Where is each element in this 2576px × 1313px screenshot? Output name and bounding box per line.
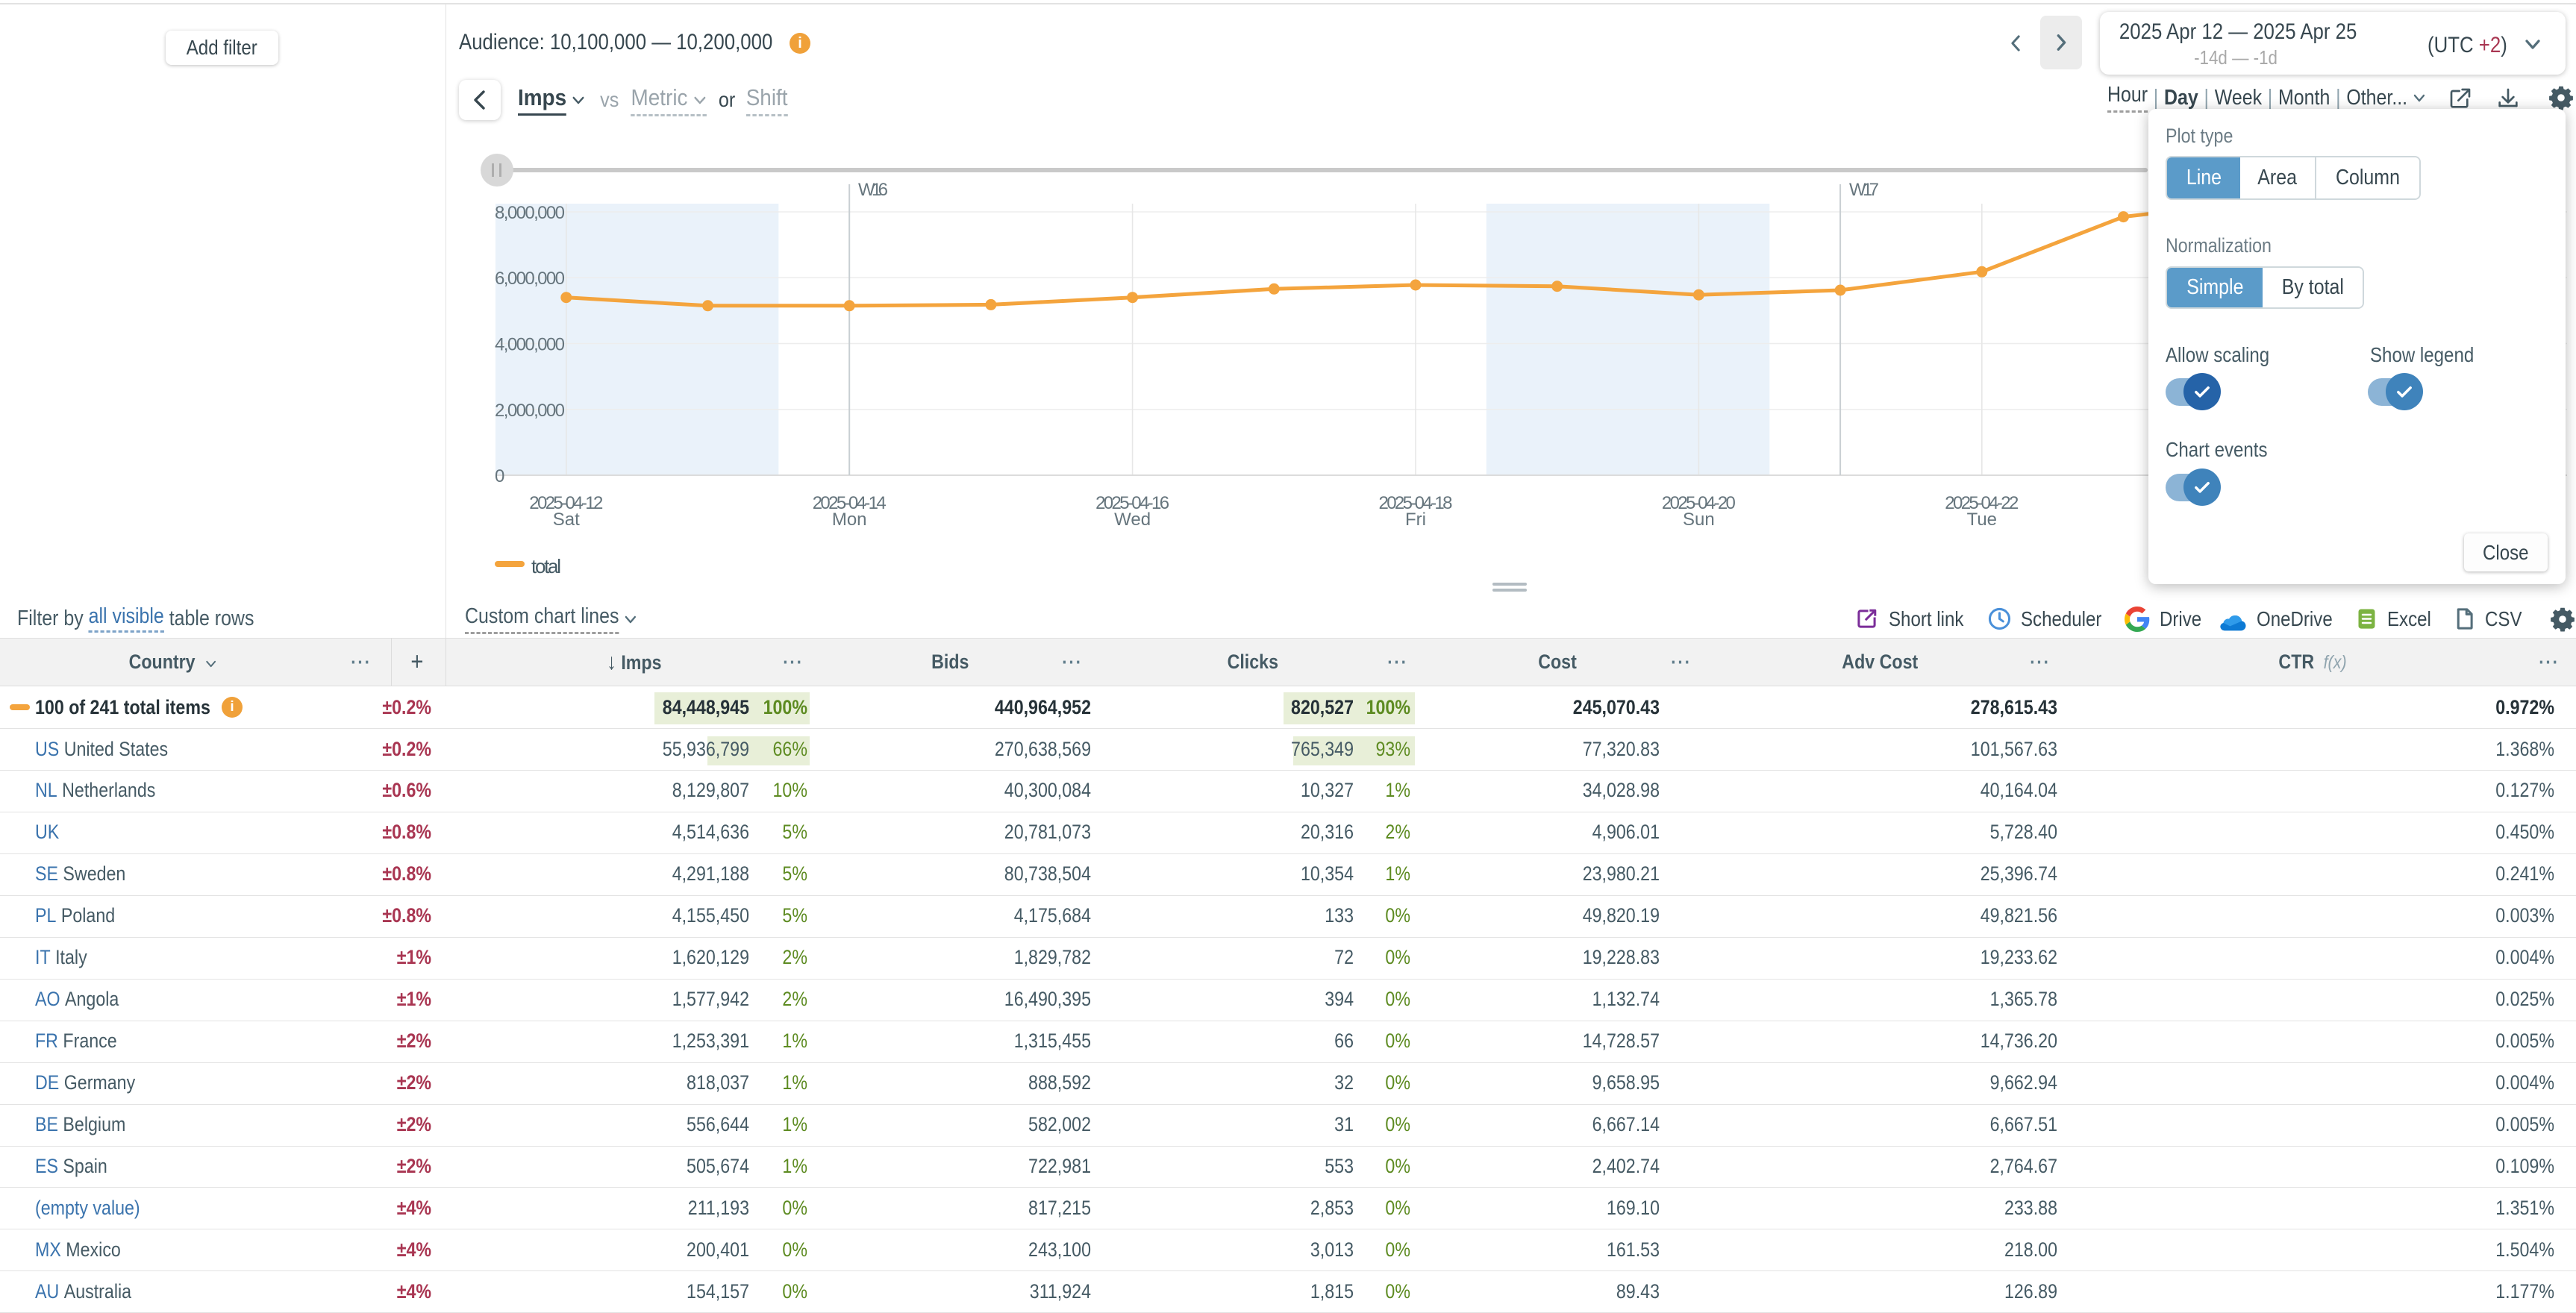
svg-text:8,000,000: 8,000,000: [495, 203, 565, 223]
svg-text:2025-04-16: 2025-04-16: [1095, 493, 1169, 513]
svg-text:Sat: Sat: [553, 510, 580, 530]
svg-text:Sun: Sun: [1683, 510, 1715, 530]
svg-text:Tue: Tue: [1967, 510, 1997, 530]
svg-text:2,000,000: 2,000,000: [495, 401, 565, 421]
svg-text:0: 0: [495, 466, 504, 486]
svg-text:2025-04-18: 2025-04-18: [1379, 493, 1453, 513]
svg-text:2025-04-20: 2025-04-20: [1662, 493, 1736, 513]
svg-text:2025-04-12: 2025-04-12: [529, 493, 603, 513]
svg-text:2025-04-22: 2025-04-22: [1945, 493, 2019, 513]
svg-text:W16: W16: [858, 180, 888, 200]
svg-text:4,000,000: 4,000,000: [495, 335, 565, 355]
svg-text:total: total: [531, 555, 561, 577]
svg-text:6,000,000: 6,000,000: [495, 269, 565, 289]
svg-text:Wed: Wed: [1114, 510, 1151, 530]
svg-text:Mon: Mon: [832, 510, 867, 530]
svg-text:W17: W17: [1849, 180, 1879, 200]
svg-text:2025-04-14: 2025-04-14: [813, 493, 887, 513]
svg-text:Fri: Fri: [1405, 510, 1426, 530]
